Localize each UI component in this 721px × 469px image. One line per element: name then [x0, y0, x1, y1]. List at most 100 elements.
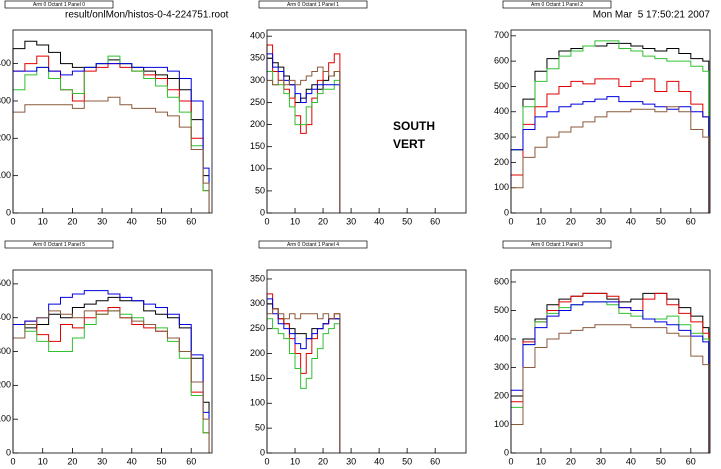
- x-tick-label: 20: [67, 216, 77, 226]
- x-tick-label: 40: [626, 216, 636, 226]
- y-tick-label: 300: [250, 75, 265, 85]
- y-tick-label: 100: [0, 414, 11, 424]
- x-tick-label: 20: [318, 456, 328, 466]
- x-tick-label: 30: [596, 456, 606, 466]
- plot-frame: [12, 29, 213, 214]
- y-tick-label: 350: [250, 273, 265, 283]
- histogram-line: [266, 66, 341, 213]
- x-tick-label: 10: [290, 456, 300, 466]
- y-tick-label: 400: [494, 333, 509, 343]
- histogram-line: [510, 324, 710, 453]
- annotation: VERT: [393, 137, 426, 151]
- y-tick-label: 200: [0, 380, 11, 390]
- histogram-line: [510, 106, 710, 213]
- y-tick-label: 300: [494, 362, 509, 372]
- x-tick-label: 60: [430, 216, 440, 226]
- x-tick-label: 0: [508, 456, 513, 466]
- histogram-line: [510, 301, 710, 453]
- histogram-line: [510, 292, 710, 453]
- panel-title-box: [4, 0, 114, 9]
- histogram-line: [510, 40, 710, 213]
- y-tick-label: 500: [494, 81, 509, 91]
- histogram-line: [12, 310, 210, 453]
- x-tick-label: 0: [264, 456, 269, 466]
- histogram-line: [266, 71, 341, 213]
- file-name: result/onlMon/histos-0-4-224751.root: [65, 10, 229, 21]
- panel-title: Arm 0 Octant 1 Panel 3: [531, 242, 583, 248]
- x-tick-label: 40: [626, 456, 636, 466]
- annotation: SOUTH: [393, 119, 435, 133]
- x-tick-label: 30: [346, 456, 356, 466]
- plot-frame: [510, 29, 711, 214]
- x-tick-label: 50: [656, 216, 666, 226]
- x-tick-label: 60: [186, 216, 196, 226]
- y-tick-label: 600: [494, 276, 509, 286]
- y-tick-label: 200: [494, 390, 509, 400]
- x-tick-label: 20: [67, 456, 77, 466]
- y-tick-label: 150: [250, 373, 265, 383]
- x-tick-label: 10: [536, 216, 546, 226]
- x-tick-label: 0: [264, 216, 269, 226]
- x-tick-label: 40: [127, 456, 137, 466]
- y-tick-label: 600: [494, 56, 509, 66]
- x-tick-label: 30: [596, 216, 606, 226]
- panel-title: Arm 0 Octant 1 Panel 2: [531, 2, 583, 8]
- histogram-line: [12, 307, 210, 453]
- y-tick-label: 500: [0, 278, 11, 288]
- x-tick-label: 50: [656, 456, 666, 466]
- histogram-line: [266, 298, 341, 453]
- y-tick-label: 200: [250, 348, 265, 358]
- y-tick-label: 300: [0, 346, 11, 356]
- y-tick-label: 100: [0, 170, 11, 180]
- histogram-line: [12, 296, 210, 453]
- panel-title-box: [4, 240, 114, 249]
- histogram-line: [266, 303, 341, 453]
- histogram-line: [12, 96, 210, 213]
- y-tick-label: 400: [494, 106, 509, 116]
- x-tick-label: 50: [402, 456, 412, 466]
- histogram-line: [510, 96, 710, 213]
- date: Mon Mar 5 17:50:21 2007: [593, 10, 711, 21]
- y-tick-label: 250: [250, 323, 265, 333]
- y-tick-label: 200: [0, 133, 11, 143]
- x-tick-label: 10: [536, 456, 546, 466]
- histogram-line: [510, 301, 710, 453]
- x-tick-label: 40: [374, 216, 384, 226]
- histogram-line: [266, 318, 341, 453]
- histogram-line: [12, 290, 210, 453]
- histogram-line: [266, 44, 341, 213]
- x-tick-label: 20: [566, 456, 576, 466]
- y-tick-label: 200: [250, 119, 265, 129]
- x-tick-label: 10: [38, 216, 48, 226]
- y-tick-label: 0: [260, 447, 265, 457]
- y-tick-label: 100: [494, 419, 509, 429]
- histogram-line: [266, 53, 341, 213]
- y-tick-label: 300: [0, 95, 11, 105]
- x-tick-label: 40: [127, 216, 137, 226]
- y-tick-label: 150: [250, 141, 265, 151]
- x-tick-label: 50: [402, 216, 412, 226]
- y-tick-label: 0: [6, 207, 11, 217]
- y-tick-label: 50: [255, 423, 265, 433]
- x-tick-label: 10: [38, 456, 48, 466]
- y-tick-label: 100: [494, 182, 509, 192]
- plot-frame: [266, 269, 467, 454]
- y-tick-label: 400: [250, 31, 265, 41]
- x-tick-label: 50: [156, 216, 166, 226]
- plot-frame: [510, 269, 711, 454]
- x-tick-label: 0: [508, 216, 513, 226]
- y-tick-label: 250: [250, 97, 265, 107]
- x-tick-label: 40: [374, 456, 384, 466]
- x-tick-label: 30: [346, 216, 356, 226]
- y-tick-label: 0: [6, 447, 11, 457]
- y-tick-label: 350: [250, 53, 265, 63]
- y-tick-label: 700: [494, 30, 509, 40]
- histogram-line: [12, 63, 210, 213]
- y-tick-label: 300: [250, 298, 265, 308]
- y-tick-label: 200: [494, 157, 509, 167]
- histogram-line: [510, 78, 710, 213]
- y-tick-label: 100: [250, 163, 265, 173]
- x-tick-label: 10: [290, 216, 300, 226]
- panel-title: Arm 0 Octant 1 Panel 0: [33, 2, 85, 8]
